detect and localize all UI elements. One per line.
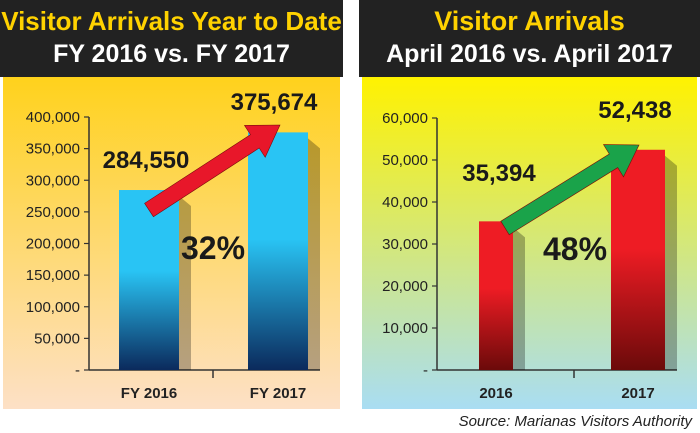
bar-shadow — [308, 138, 320, 370]
x-tick-label: 2016 — [479, 385, 512, 402]
chart-plot-right: - 10,000 20,000 30,000 40,000 50,000 60,000 201… — [362, 77, 697, 409]
data-label: 52,438 — [598, 97, 671, 124]
change-percentage-label: 32% — [181, 230, 245, 266]
chart-subtitle-right: April 2016 vs. April 2017 — [386, 40, 673, 68]
chart-header-right: Visitor Arrivals April 2016 vs. April 20… — [359, 0, 700, 77]
y-tick-label: - — [75, 362, 80, 379]
data-label: 35,394 — [462, 160, 536, 187]
bar-shadow — [179, 196, 191, 370]
y-tick-label: - — [423, 362, 428, 379]
chart-title-right: Visitor Arrivals — [434, 6, 625, 36]
y-tick-label: 30,000 — [382, 236, 428, 253]
growth-arrow — [500, 144, 640, 236]
y-tick-label: 10,000 — [382, 320, 428, 337]
y-tick-label: 20,000 — [382, 278, 428, 295]
x-tick-label: FY 2016 — [121, 385, 177, 402]
y-tick-label: 400,000 — [26, 109, 80, 126]
chart-panel-left: Visitor Arrivals Year to Date FY 2016 vs… — [0, 0, 343, 412]
y-tick-label: 40,000 — [382, 194, 428, 211]
bar-shadow — [665, 155, 677, 370]
bar-2016 — [479, 221, 513, 370]
chart-title-left: Visitor Arrivals Year to Date — [1, 6, 342, 36]
y-tick-label: 250,000 — [26, 204, 80, 221]
y-tick-label: 200,000 — [26, 236, 80, 253]
y-tick-label: 150,000 — [26, 267, 80, 284]
x-tick-label: 2017 — [621, 385, 654, 402]
y-tick-label: 100,000 — [26, 299, 80, 316]
growth-arrow — [144, 124, 281, 218]
y-tick-label: 350,000 — [26, 141, 80, 158]
bar-fy-2017 — [248, 132, 308, 370]
chart-plot-left: - 50,000 100,000 150,000 200,000 250,000 300,0… — [3, 77, 340, 409]
bar-2017 — [611, 149, 665, 370]
data-label: 284,550 — [103, 147, 190, 174]
bar-shadow — [513, 227, 525, 370]
data-label: 375,674 — [231, 89, 318, 116]
bar-fy-2016 — [119, 190, 179, 370]
x-tick-label: FY 2017 — [250, 385, 306, 402]
y-tick-label: 300,000 — [26, 172, 80, 189]
y-tick-label: 60,000 — [382, 110, 428, 127]
source-note: Source: Marianas Visitors Authority — [458, 413, 692, 430]
chart-header-left: Visitor Arrivals Year to Date FY 2016 vs… — [0, 0, 343, 77]
change-percentage-label: 48% — [543, 231, 607, 267]
y-tick-label: 50,000 — [382, 152, 428, 169]
y-tick-label: 50,000 — [34, 330, 80, 347]
chart-subtitle-left: FY 2016 vs. FY 2017 — [53, 40, 290, 68]
chart-panel-right: Visitor Arrivals April 2016 vs. April 20… — [359, 0, 700, 412]
